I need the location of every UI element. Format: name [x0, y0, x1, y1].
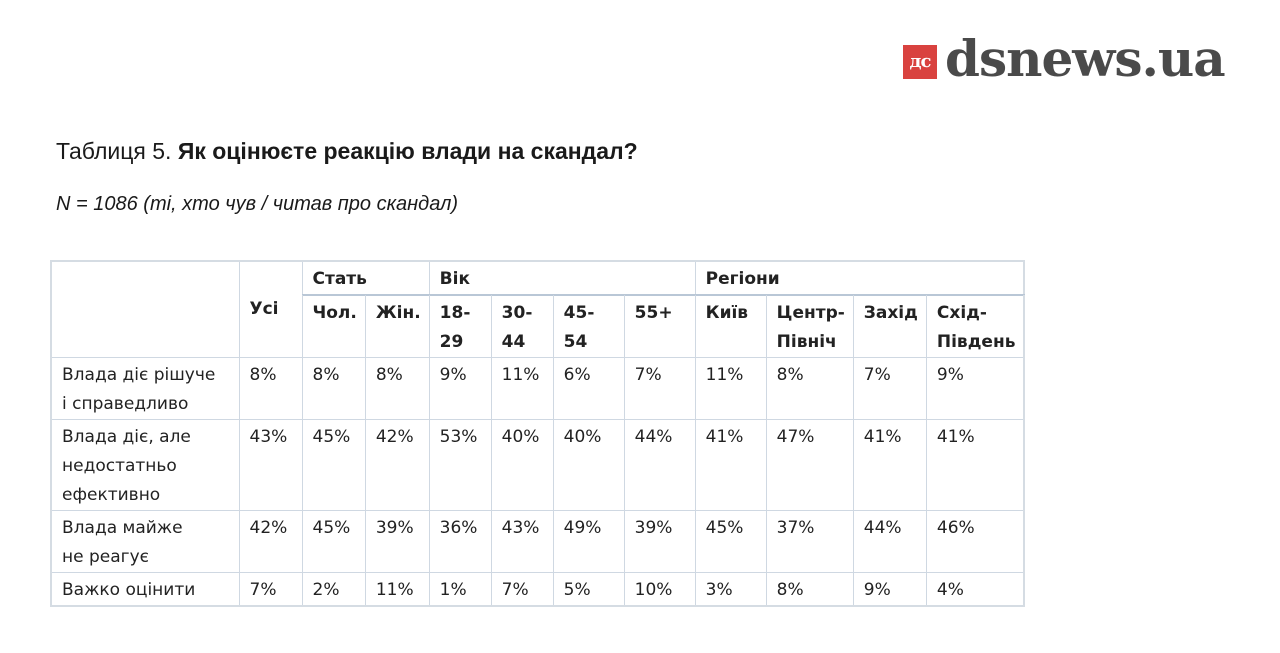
survey-results-table: Усі Стать Вік Регіони Чол. Жін. 18-29 30…: [50, 260, 1026, 607]
group-header-gender: Стать: [301, 260, 430, 296]
group-header-row: Усі Стать Вік Регіони: [50, 260, 1025, 358]
row-label: Влада діє рішуче і справедливо: [50, 357, 240, 420]
cell: 53%: [428, 419, 492, 511]
cell: 39%: [364, 510, 430, 573]
cell: 5%: [552, 572, 625, 607]
corner-cell: [50, 260, 240, 358]
row-label: Влада майже не реагує: [50, 510, 240, 573]
cell: 41%: [852, 419, 927, 511]
col-header-female: Жін.: [364, 294, 430, 358]
cell: 11%: [694, 357, 767, 420]
cell-all: 7%: [238, 572, 303, 607]
col-header-male: Чол.: [301, 294, 366, 358]
col-header-age-30-44: 30-44: [490, 294, 554, 358]
cell: 44%: [852, 510, 927, 573]
cell: 4%: [925, 572, 1025, 607]
table-title-prefix: Таблиця 5.: [56, 138, 172, 164]
cell: 9%: [925, 357, 1025, 420]
table-row: Влада діє рішуче і справедливо 8% 8% 8% 9…: [50, 357, 1025, 420]
cell: 36%: [428, 510, 492, 573]
table-row: Влада майже не реагує 42% 45% 39% 36% 43%…: [50, 510, 1025, 573]
cell: 9%: [852, 572, 927, 607]
cell: 9%: [428, 357, 492, 420]
cell-all: 8%: [238, 357, 303, 420]
cell: 6%: [552, 357, 625, 420]
logo-text: dsnews.ua: [945, 29, 1226, 88]
cell: 45%: [694, 510, 767, 573]
cell: 7%: [490, 572, 554, 607]
cell: 45%: [301, 419, 366, 511]
col-header-age-55-plus: 55+: [623, 294, 696, 358]
cell: 8%: [765, 357, 854, 420]
table-row: Важко оцінити 7% 2% 11% 1% 7% 5% 10% 3% …: [50, 572, 1025, 607]
group-header-regions: Регіони: [694, 260, 1025, 296]
cell: 43%: [490, 510, 554, 573]
cell: 46%: [925, 510, 1025, 573]
col-header-west: Захід: [852, 294, 927, 358]
cell: 47%: [765, 419, 854, 511]
cell: 37%: [765, 510, 854, 573]
table-title: Таблиця 5. Як оцінюєте реакцію влади на …: [56, 138, 638, 165]
cell: 8%: [364, 357, 430, 420]
table-question: Як оцінюєте реакцію влади на скандал?: [177, 138, 638, 164]
col-header-all: Усі: [238, 260, 303, 358]
group-header-age: Вік: [428, 260, 696, 296]
row-label: Влада діє, але недостатньо ефективно: [50, 419, 240, 511]
cell: 2%: [301, 572, 366, 607]
cell: 1%: [428, 572, 492, 607]
cell: 41%: [694, 419, 767, 511]
cell: 3%: [694, 572, 767, 607]
cell: 8%: [301, 357, 366, 420]
cell: 49%: [552, 510, 625, 573]
col-header-center-north: Центр- Північ: [765, 294, 854, 358]
cell: 7%: [623, 357, 696, 420]
cell: 11%: [490, 357, 554, 420]
col-header-age-45-54: 45-54: [552, 294, 625, 358]
cell: 40%: [552, 419, 625, 511]
table-row: Влада діє, але недостатньо ефективно 43% 4…: [50, 419, 1025, 511]
sample-size-note: N = 1086 (ті, хто чув / читав про сканда…: [56, 193, 459, 215]
col-header-east-south: Схід- Південь: [925, 294, 1025, 358]
cell: 7%: [852, 357, 927, 420]
cell: 8%: [765, 572, 854, 607]
row-label: Важко оцінити: [50, 572, 240, 607]
cell: 39%: [623, 510, 696, 573]
cell: 44%: [623, 419, 696, 511]
col-header-age-18-29: 18-29: [428, 294, 492, 358]
cell: 40%: [490, 419, 554, 511]
cell: 42%: [364, 419, 430, 511]
cell-all: 42%: [238, 510, 303, 573]
cell: 11%: [364, 572, 430, 607]
col-header-kyiv: Київ: [694, 294, 767, 358]
cell: 10%: [623, 572, 696, 607]
site-logo[interactable]: дс dsnews.ua: [903, 34, 1226, 84]
logo-badge: дс: [903, 45, 937, 79]
cell: 45%: [301, 510, 366, 573]
cell: 41%: [925, 419, 1025, 511]
cell-all: 43%: [238, 419, 303, 511]
